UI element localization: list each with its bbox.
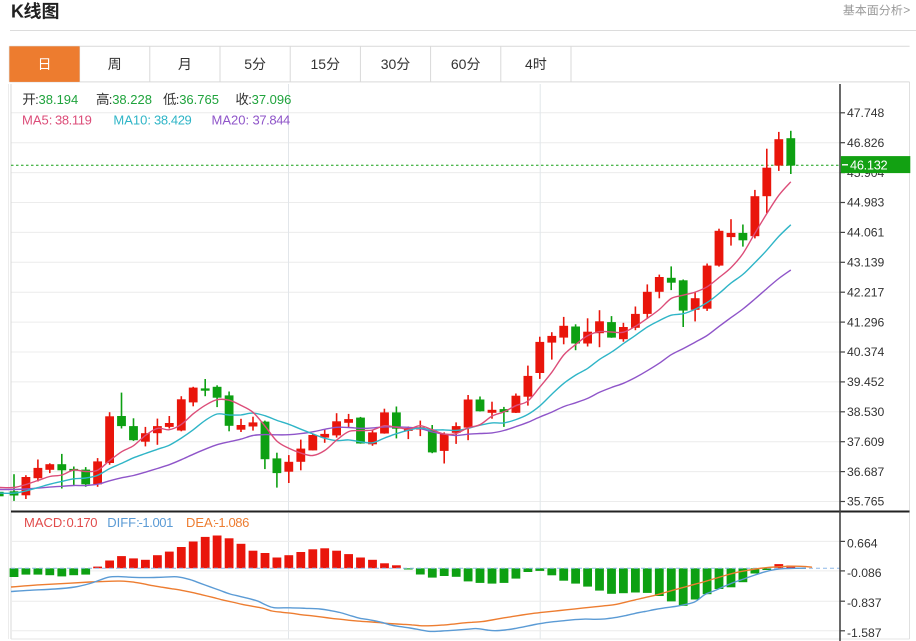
svg-text:46.826: 46.826 xyxy=(847,136,884,150)
svg-text::: : xyxy=(109,92,113,107)
svg-text:38.530: 38.530 xyxy=(847,405,884,419)
svg-text:>: > xyxy=(903,3,910,17)
svg-text:46.132: 46.132 xyxy=(850,157,888,172)
svg-text:0.170: 0.170 xyxy=(67,515,98,530)
svg-text:38.429: 38.429 xyxy=(154,113,192,128)
svg-text:39.452: 39.452 xyxy=(847,375,884,389)
svg-text:37.609: 37.609 xyxy=(847,435,884,449)
svg-text:4: 4 xyxy=(525,56,533,72)
svg-text:30: 30 xyxy=(381,56,397,72)
svg-text:43.139: 43.139 xyxy=(847,256,884,270)
svg-text:DEA:: DEA: xyxy=(186,515,216,530)
svg-text:47.748: 47.748 xyxy=(847,106,884,120)
svg-text:5: 5 xyxy=(244,56,252,72)
svg-text:44.983: 44.983 xyxy=(847,196,884,210)
svg-text:36.765: 36.765 xyxy=(179,92,219,107)
svg-text:DIFF:: DIFF: xyxy=(107,515,140,530)
svg-text:42.217: 42.217 xyxy=(847,285,884,299)
svg-text:-1.001: -1.001 xyxy=(139,515,174,530)
svg-text:MA10:: MA10: xyxy=(113,113,151,128)
svg-text:-1.086: -1.086 xyxy=(215,515,250,530)
svg-text:60: 60 xyxy=(451,56,467,72)
svg-text:-1.587: -1.587 xyxy=(847,626,882,640)
svg-text:K: K xyxy=(11,2,24,22)
svg-text:40.374: 40.374 xyxy=(847,345,884,359)
svg-text:38.228: 38.228 xyxy=(112,92,152,107)
svg-text::: : xyxy=(176,92,180,107)
svg-text:-0.086: -0.086 xyxy=(847,566,882,580)
svg-text:-0.837: -0.837 xyxy=(847,596,882,610)
svg-text:MACD:: MACD: xyxy=(24,515,66,530)
svg-text:37.096: 37.096 xyxy=(252,92,292,107)
svg-text:41.296: 41.296 xyxy=(847,315,884,329)
svg-text::: : xyxy=(35,92,39,107)
svg-text:44.061: 44.061 xyxy=(847,226,884,240)
svg-text:37.844: 37.844 xyxy=(253,113,291,128)
svg-text:MA5:: MA5: xyxy=(22,113,52,128)
svg-text::: : xyxy=(248,92,252,107)
svg-text:38.119: 38.119 xyxy=(55,113,92,128)
svg-text:MA20:: MA20: xyxy=(212,113,250,128)
svg-text:36.687: 36.687 xyxy=(847,465,884,479)
svg-text:38.194: 38.194 xyxy=(39,92,79,107)
svg-text:35.765: 35.765 xyxy=(847,495,884,509)
svg-text:0.664: 0.664 xyxy=(847,536,878,550)
svg-text:15: 15 xyxy=(311,56,327,72)
